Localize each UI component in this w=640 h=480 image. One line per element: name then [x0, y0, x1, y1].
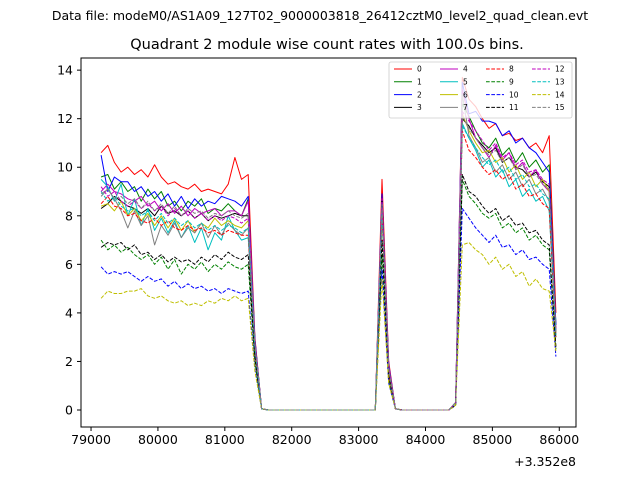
y-tick-label: 8 — [65, 208, 73, 223]
legend-label-14: 14 — [555, 90, 565, 99]
y-tick-label: 14 — [57, 63, 73, 78]
legend-label-2: 2 — [417, 90, 422, 99]
x-tick-label: 80000 — [138, 432, 178, 447]
legend-label-5: 5 — [463, 78, 468, 87]
series-line-8 — [100, 130, 557, 411]
y-tick-label: 10 — [57, 160, 73, 175]
series-line-9 — [100, 178, 557, 411]
y-tick-label: 0 — [65, 403, 73, 418]
y-tick-label: 6 — [65, 257, 73, 272]
series-line-13 — [100, 125, 557, 411]
x-tick-label: 79000 — [71, 432, 111, 447]
x-tick-label: 83000 — [339, 432, 379, 447]
legend-label-3: 3 — [417, 103, 422, 112]
legend-label-1: 1 — [417, 78, 422, 87]
chart-title: Quadrant 2 module wise count rates with … — [130, 37, 524, 53]
y-tick-label: 2 — [65, 354, 73, 369]
figure-suptitle: Data file: modeM0/AS1A09_127T02_90000038… — [52, 8, 588, 23]
legend-label-6: 6 — [463, 90, 468, 99]
x-tick-label: 86000 — [539, 432, 579, 447]
legend-label-10: 10 — [509, 90, 519, 99]
y-axis: 0 2 4 6 8 10 12 14 — [57, 63, 81, 418]
legend-label-8: 8 — [509, 65, 514, 74]
legend-box — [388, 61, 573, 119]
x-tick-label: 84000 — [406, 432, 446, 447]
legend-label-9: 9 — [509, 78, 514, 87]
x-axis: 79000 80000 81000 82000 83000 84000 85000 86000 — [71, 427, 579, 447]
legend-label-13: 13 — [555, 78, 565, 87]
x-tick-label: 85000 — [473, 432, 513, 447]
plot-frame — [80, 57, 577, 428]
legend-label-4: 4 — [463, 65, 468, 74]
series-layer — [100, 76, 557, 411]
x-tick-label: 82000 — [272, 432, 312, 447]
legend-label-7: 7 — [463, 103, 468, 112]
y-tick-label: 4 — [65, 305, 73, 320]
legend-label-11: 11 — [509, 103, 519, 112]
x-offset-label: +3.352e8 — [514, 454, 576, 469]
legend-label-0: 0 — [417, 65, 422, 74]
legend-label-15: 15 — [555, 103, 565, 112]
x-tick-label: 81000 — [205, 432, 245, 447]
legend-label-12: 12 — [555, 65, 565, 74]
y-tick-label: 12 — [57, 111, 73, 126]
series-line-15 — [100, 115, 557, 411]
